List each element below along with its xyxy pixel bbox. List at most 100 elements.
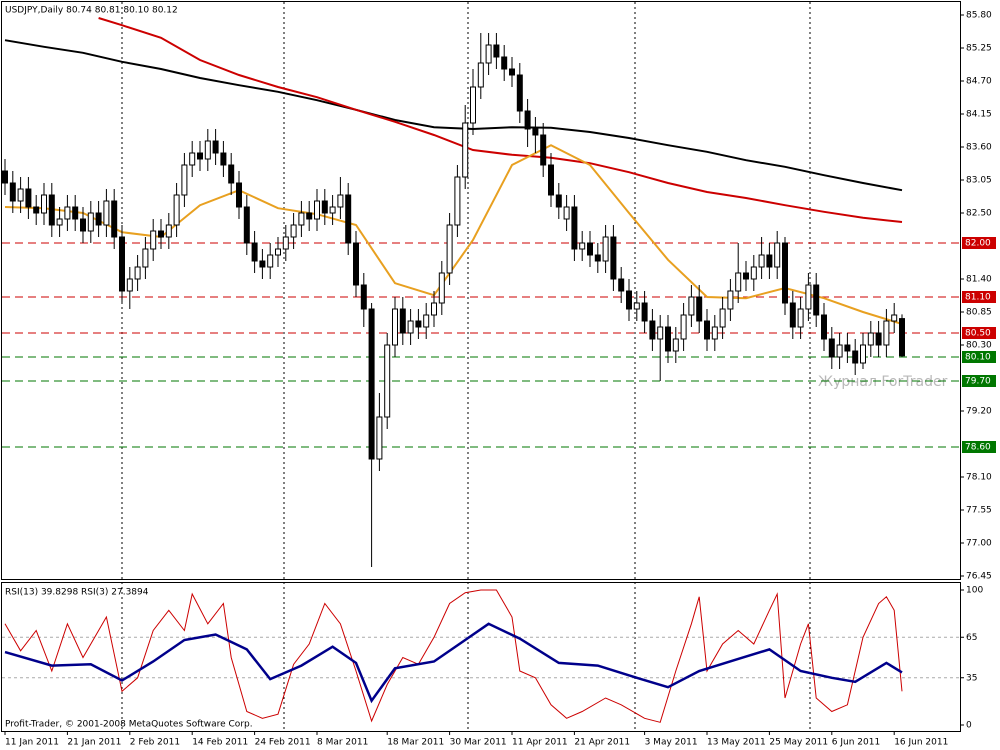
candle-body xyxy=(454,176,461,226)
candle-body xyxy=(548,164,554,196)
candle-body xyxy=(750,266,757,280)
y-tick-label: 76.45 xyxy=(966,572,992,582)
candle-body xyxy=(485,44,492,64)
candle-body xyxy=(64,206,71,220)
candle-body xyxy=(48,194,55,226)
candle-body xyxy=(516,74,523,112)
x-tick-label: 14 Feb 2011 xyxy=(192,738,248,748)
candle-body xyxy=(446,224,453,274)
main-frame xyxy=(1,1,961,580)
y-tick-label: 84.15 xyxy=(966,110,992,120)
candle-body xyxy=(875,332,882,346)
candle-body xyxy=(181,164,188,196)
candle-body xyxy=(126,278,133,292)
candle-body xyxy=(844,344,851,352)
candle-body xyxy=(563,206,570,220)
y-tick-label: 100 xyxy=(966,586,983,596)
candle-body xyxy=(477,62,484,88)
level-box xyxy=(962,237,996,249)
candle-body xyxy=(828,338,835,358)
candle-body xyxy=(407,320,414,334)
candle-body xyxy=(80,218,86,232)
candle-body xyxy=(540,134,547,166)
y-tick-label: 77.55 xyxy=(966,506,992,516)
candle-body xyxy=(867,332,874,346)
candle-body xyxy=(727,290,734,310)
candle-body xyxy=(275,248,281,256)
candle-body xyxy=(345,194,352,244)
y-tick-label: 35 xyxy=(966,673,977,683)
candle-body xyxy=(774,242,781,268)
x-tick-label: 11 Apr 2011 xyxy=(512,738,568,748)
candle-body xyxy=(633,302,640,310)
candle-body xyxy=(423,314,430,328)
candle-body xyxy=(103,200,110,226)
y-tick-label: 80.30 xyxy=(966,341,992,351)
y-tick-label: 84.70 xyxy=(966,77,992,87)
candle-body xyxy=(212,140,219,154)
x-tick-label: 13 May 2011 xyxy=(707,738,766,748)
watermark: Журнал ForTrader xyxy=(818,374,948,390)
candle-body xyxy=(438,272,445,304)
x-tick-label: 25 May 2011 xyxy=(769,738,828,748)
candle-body xyxy=(891,314,898,322)
candle-body xyxy=(158,230,164,238)
candle-body xyxy=(649,320,656,340)
candle-body xyxy=(555,194,562,208)
candle-body xyxy=(626,290,632,310)
candle-body xyxy=(17,188,24,202)
x-tick-label: 6 Jun 2011 xyxy=(832,738,880,748)
candle-body xyxy=(711,326,718,340)
level-box xyxy=(962,441,996,453)
candle-body xyxy=(524,110,531,130)
x-tick-label: 21 Jan 2011 xyxy=(67,738,121,748)
candle-body xyxy=(883,320,890,346)
y-tick-label: 81.40 xyxy=(966,275,992,285)
level-label: 80.50 xyxy=(965,329,991,339)
x-tick-label: 11 Jan 2011 xyxy=(5,738,59,748)
x-tick-label: 2 Feb 2011 xyxy=(130,738,180,748)
candle-body xyxy=(2,170,8,184)
x-tick-label: 16 Jun 2011 xyxy=(894,738,948,748)
candle-body xyxy=(298,212,305,226)
candle-body xyxy=(41,194,47,214)
candle-body xyxy=(836,344,843,358)
candle-body xyxy=(672,338,679,352)
y-tick-label: 83.05 xyxy=(966,176,992,186)
candle-body xyxy=(696,296,703,322)
candle-body xyxy=(282,236,289,250)
candle-body xyxy=(189,152,196,166)
x-tick-label: 21 Apr 2011 xyxy=(574,738,630,748)
level-label: 79.70 xyxy=(965,377,991,387)
candle-body xyxy=(321,200,328,214)
level-box xyxy=(962,327,996,339)
candle-body xyxy=(821,314,827,340)
line xyxy=(98,17,903,223)
y-tick-label: 77.00 xyxy=(966,539,992,549)
candle-body xyxy=(134,266,141,280)
candle-body xyxy=(462,122,469,178)
candle-body xyxy=(680,314,687,340)
candle-body xyxy=(329,206,336,214)
y-tick-label: 85.80 xyxy=(966,11,992,21)
rsi-title: RSI(13) 39.8298 RSI(3) 27.3894 xyxy=(5,588,149,598)
candle-body xyxy=(758,254,765,268)
line xyxy=(4,622,903,704)
candle-body xyxy=(657,326,664,340)
x-tick-label: 18 Mar 2011 xyxy=(387,738,444,748)
line xyxy=(4,39,903,192)
candle-body xyxy=(95,212,102,226)
y-tick-label: 78.10 xyxy=(966,473,992,483)
candle-body xyxy=(493,44,500,58)
line xyxy=(4,589,903,723)
y-tick-label: 82.50 xyxy=(966,209,992,219)
candle-body xyxy=(789,302,796,328)
candle-body xyxy=(243,206,250,244)
candle-body xyxy=(111,200,118,238)
candle-body xyxy=(173,194,180,226)
candle-body xyxy=(594,254,601,262)
candle-body xyxy=(384,344,391,418)
y-tick-label: 80.85 xyxy=(966,308,992,318)
